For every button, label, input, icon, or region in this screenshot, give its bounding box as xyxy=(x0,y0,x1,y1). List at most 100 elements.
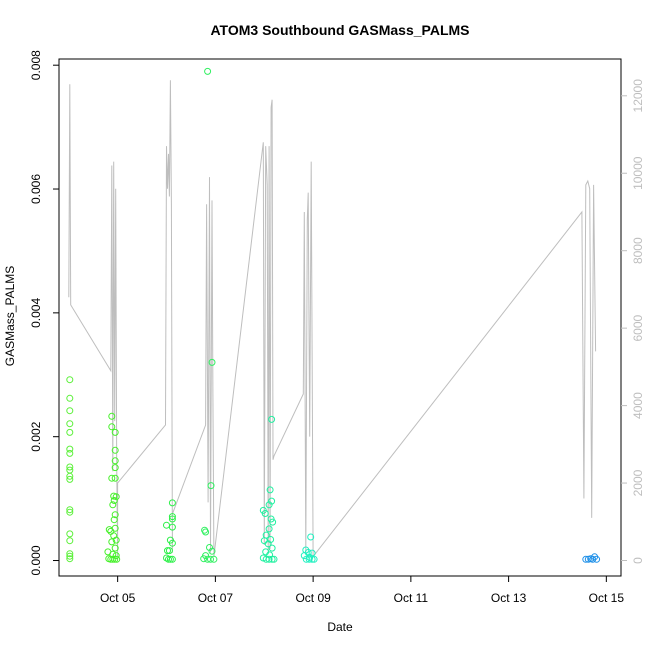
x-tick-label: Oct 13 xyxy=(491,591,527,605)
data-point xyxy=(108,423,116,431)
y-left-tick-label: 0.004 xyxy=(29,298,43,328)
y-right-tick-label: 0 xyxy=(631,557,645,564)
y-left-tick-label: 0.008 xyxy=(29,50,43,80)
data-point xyxy=(66,407,74,415)
data-point xyxy=(66,445,74,453)
data-point xyxy=(111,446,119,454)
data-point xyxy=(111,457,119,465)
data-point xyxy=(265,525,273,533)
data-point xyxy=(66,472,74,480)
x-tick-label: Oct 07 xyxy=(198,591,234,605)
data-point xyxy=(210,555,218,563)
data-point xyxy=(269,518,277,526)
data-point xyxy=(66,463,74,471)
y-right-tick-label: 12000 xyxy=(631,79,645,113)
data-point xyxy=(66,376,74,384)
data-point xyxy=(111,464,119,472)
data-point xyxy=(204,67,212,75)
data-point xyxy=(165,555,172,563)
data-point xyxy=(66,506,74,514)
y-right-tick-label: 6000 xyxy=(631,314,645,341)
data-point xyxy=(66,555,74,563)
data-point xyxy=(270,555,278,563)
data-point xyxy=(113,555,121,563)
plot-frame xyxy=(58,58,622,577)
data-point xyxy=(163,521,170,529)
data-point xyxy=(264,540,272,548)
y-axis-left: 0.000 0.002 0.004 0.006 0.008 xyxy=(29,50,59,576)
data-point xyxy=(110,497,118,504)
data-point xyxy=(207,555,214,563)
data-point xyxy=(66,550,74,558)
series-line xyxy=(68,80,597,559)
data-point xyxy=(168,555,176,563)
data-point xyxy=(111,555,119,563)
y-right-tick-label: 2000 xyxy=(631,469,645,496)
data-point xyxy=(105,526,113,534)
data-point xyxy=(168,515,176,523)
y-left-tick-label: 0.002 xyxy=(29,421,43,451)
data-point xyxy=(66,537,74,545)
data-point xyxy=(200,555,208,563)
data-point xyxy=(109,555,117,563)
data-point xyxy=(111,544,119,552)
y-right-tick-label: 10000 xyxy=(631,156,645,190)
data-point xyxy=(66,428,74,436)
x-tick-label: Oct 15 xyxy=(589,591,625,605)
data-point xyxy=(202,528,210,536)
data-point xyxy=(66,475,74,483)
data-point xyxy=(108,538,116,546)
data-point xyxy=(111,511,119,519)
data-point xyxy=(112,536,120,544)
x-tick-label: Oct 05 xyxy=(100,591,136,605)
right-axis-line-series xyxy=(68,80,597,559)
data-point xyxy=(164,547,171,555)
data-point xyxy=(268,544,276,552)
y-left-tick-label: 0.000 xyxy=(29,545,43,575)
data-point xyxy=(310,555,318,563)
data-point xyxy=(593,555,601,563)
y-right-tick-label: 4000 xyxy=(631,392,645,419)
data-point xyxy=(265,501,273,509)
data-point xyxy=(168,539,176,547)
data-point xyxy=(308,555,316,563)
x-tick-label: Oct 11 xyxy=(394,591,429,605)
data-point xyxy=(166,555,174,563)
data-point xyxy=(66,530,74,538)
x-axis-label: Date xyxy=(327,620,353,634)
data-point xyxy=(109,501,117,509)
data-point xyxy=(111,474,119,482)
data-point xyxy=(66,449,74,457)
data-point xyxy=(112,493,120,501)
data-point xyxy=(268,555,276,563)
data-point xyxy=(66,420,74,428)
data-point xyxy=(66,394,74,402)
data-point xyxy=(268,415,276,423)
data-point xyxy=(108,412,116,420)
y-left-tick-label: 0.006 xyxy=(29,174,43,204)
chart-title: ATOM3 Southbound GASMass_PALMS xyxy=(210,22,469,38)
data-point xyxy=(108,474,116,482)
data-point xyxy=(66,552,74,560)
left-axis-point-series xyxy=(66,67,601,563)
data-point xyxy=(305,555,313,563)
data-point xyxy=(168,513,176,521)
y-right-tick-label: 8000 xyxy=(631,237,645,264)
data-point xyxy=(66,508,74,516)
data-point xyxy=(168,523,176,531)
data-point xyxy=(266,486,274,494)
data-point xyxy=(110,516,118,524)
data-point xyxy=(261,510,269,517)
y-axis-right: 0 2000 4000 6000 8000 10000 12000 xyxy=(621,79,645,564)
data-point xyxy=(208,547,216,555)
x-axis: Oct 05 Oct 07 Oct 09 Oct 11 Oct 13 Oct 15 xyxy=(100,576,624,605)
data-point xyxy=(582,555,590,563)
data-point xyxy=(165,547,173,555)
data-point xyxy=(111,428,119,436)
data-point xyxy=(207,482,215,490)
data-point xyxy=(107,527,115,535)
data-point xyxy=(168,499,176,507)
data-point xyxy=(265,555,273,563)
y-axis-label: GASMass_PALMS xyxy=(3,266,17,366)
